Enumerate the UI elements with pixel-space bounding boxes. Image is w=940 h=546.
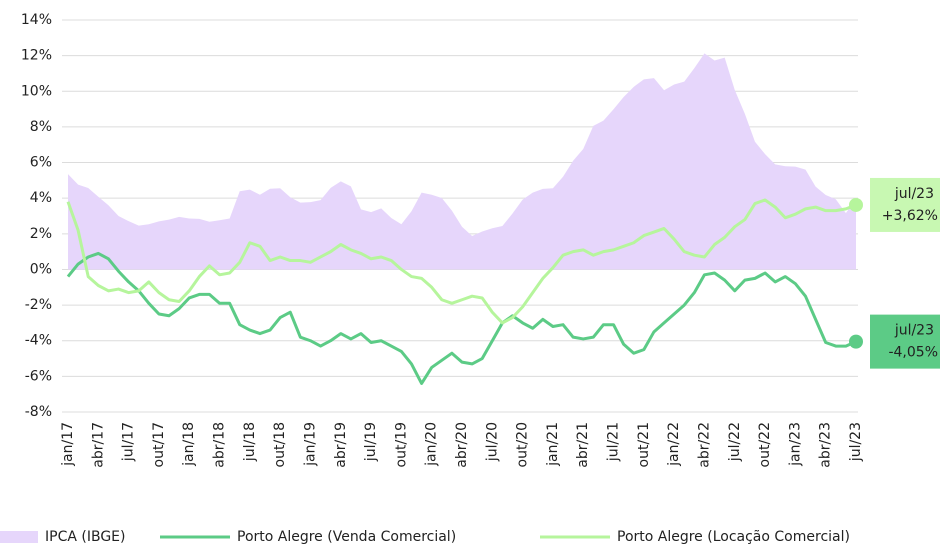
y-tick-label: 6% (30, 155, 52, 171)
y-tick-label: 0% (30, 261, 52, 277)
x-tick-label: abr/20 (454, 422, 470, 468)
end-point (849, 197, 863, 212)
line (66, 198, 857, 325)
plot-area (66, 53, 857, 385)
end-label-value: +3,62% (882, 208, 938, 224)
end-label-category: jul/23 (894, 186, 934, 202)
x-tick-label: jan/18 (181, 422, 197, 467)
x-tick-label: jan/20 (424, 422, 440, 467)
x-tick-label: out/17 (151, 422, 167, 467)
x-tick-label: jan/19 (302, 422, 318, 467)
x-tick-label: out/18 (272, 422, 288, 467)
x-tick-label: abr/22 (696, 422, 712, 468)
y-tick-label: -6% (25, 368, 52, 384)
x-tick-label: jan/23 (787, 422, 803, 467)
legend-swatch (0, 531, 38, 543)
legend-label: Porto Alegre (Locação Comercial) (617, 529, 850, 545)
end-label-value: -4,05% (888, 345, 938, 361)
y-tick-label: 4% (30, 190, 52, 206)
end-label-category: jul/23 (894, 323, 934, 339)
end-point (849, 334, 863, 349)
x-tick-label: jul/22 (727, 422, 743, 462)
x-tick-label: jul/21 (606, 422, 622, 462)
x-tick-label: jul/23 (848, 422, 864, 462)
x-tick-label: abr/23 (818, 422, 834, 468)
x-tick-label: jan/22 (666, 422, 682, 467)
x-tick-label: abr/18 (212, 422, 228, 468)
x-tick-label: abr/17 (90, 422, 106, 468)
x-tick-label: out/19 (393, 422, 409, 467)
x-tick-label: jul/20 (484, 422, 500, 462)
x-tick-label: jul/17 (121, 422, 137, 462)
x-tick-label: jan/21 (545, 422, 561, 467)
y-tick-label: -2% (25, 297, 52, 313)
x-tick-label: jul/19 (363, 422, 379, 462)
line (66, 251, 857, 385)
legend-label: IPCA (IBGE) (45, 529, 125, 545)
x-tick-label: abr/19 (333, 422, 349, 468)
x-tick-label: jul/18 (242, 422, 258, 462)
y-tick-label: -8% (25, 404, 52, 420)
y-tick-label: -4% (25, 333, 52, 349)
x-tick-label: jan/17 (60, 422, 76, 467)
x-tick-label: out/22 (757, 422, 773, 467)
x-tick-label: out/20 (515, 422, 531, 467)
y-tick-label: 2% (30, 226, 52, 242)
end-label-box (870, 177, 940, 232)
y-tick-label: 10% (21, 83, 52, 99)
end-label-box (870, 314, 940, 369)
x-tick-label: abr/21 (575, 422, 591, 468)
y-tick-label: 12% (21, 48, 52, 64)
x-tick-label: out/21 (636, 422, 652, 467)
y-tick-label: 8% (30, 119, 52, 135)
legend-label: Porto Alegre (Venda Comercial) (237, 529, 456, 545)
area (68, 53, 856, 270)
y-tick-label: 14% (21, 12, 52, 28)
